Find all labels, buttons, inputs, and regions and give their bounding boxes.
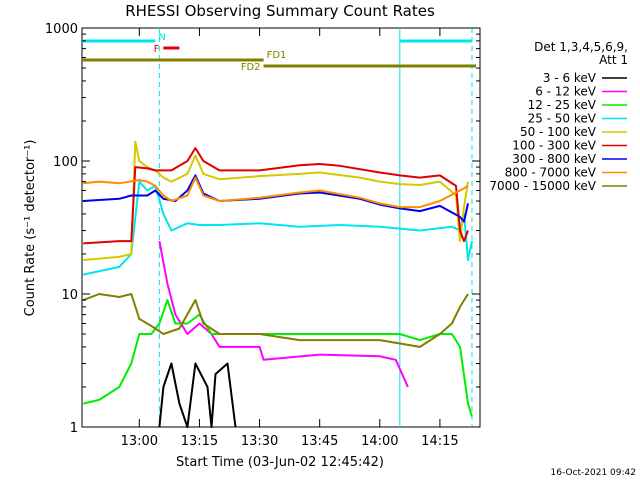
flag-label-f: F: [154, 44, 160, 55]
legend-header-line-1: Det 1,3,4,5,6,9,: [534, 40, 628, 54]
x-tick-label-13-00: 13:00: [121, 434, 158, 449]
flag-label-n: N: [158, 32, 165, 43]
legend-label-12-25-kev: 12 - 25 keV: [528, 98, 597, 112]
series-line-7000-15000-kev: [82, 293, 469, 348]
plot-frame: [81, 27, 481, 428]
y-tick-label-10: 10: [61, 288, 78, 303]
legend-label-3-6-kev: 3 - 6 keV: [543, 71, 597, 85]
series-layer: [82, 140, 473, 428]
legend-label-100-300-kev: 100 - 300 keV: [512, 139, 596, 153]
y-tick-label-1: 1: [70, 421, 78, 436]
footer-timestamp: 16-Oct-2021 09:42: [551, 468, 636, 478]
y-tick-label-1000: 1000: [45, 22, 78, 37]
series-line-50-100-kev: [83, 140, 469, 261]
boundary-lines: [158, 28, 473, 427]
chart-title: RHESSI Observing Summary Count Rates: [125, 2, 435, 20]
flag-bars: NF FD1 FD2: [82, 32, 476, 73]
x-tick-label-13-30: 13:30: [241, 434, 278, 449]
x-tick-label-14-00: 14:00: [361, 434, 398, 449]
legend-label-6-12-kev: 6 - 12 keV: [535, 85, 597, 99]
series-line-3-6-kev: [158, 362, 237, 428]
legend-label-7000-15000-kev: 7000 - 15000 keV: [489, 179, 596, 193]
legend-header-line-2: Att 1: [599, 53, 628, 67]
x-axis-label: Start Time (03-Jun-02 12:45:42): [176, 455, 384, 470]
series-line-6-12-kev: [158, 240, 409, 388]
legend-label-25-50-kev: 25 - 50 keV: [528, 112, 597, 126]
x-tick-label-14-15: 14:15: [421, 434, 458, 449]
axis-ticks: 13:00 13:15 13:30 13:45 14:00 14:15 1 10 100 1000: [45, 22, 480, 449]
x-tick-label-13-45: 13:45: [301, 434, 338, 449]
series-line-800-7000-kev: [83, 176, 469, 209]
series-line-25-50-kev: [82, 180, 473, 276]
y-axis-label: Count Rate (s⁻¹ detector⁻¹): [23, 140, 38, 317]
flag-label-fd2: FD2: [241, 62, 261, 73]
series-line-100-300-kev: [83, 147, 469, 245]
y-tick-label-100: 100: [53, 155, 78, 170]
legend-label-300-800-kev: 300 - 800 keV: [512, 152, 596, 166]
flag-label-fd1: FD1: [267, 50, 287, 61]
legend-label-800-7000-kev: 800 - 7000 keV: [505, 166, 597, 180]
x-tick-label-13-15: 13:15: [181, 434, 218, 449]
legend-label-50-100-kev: 50 - 100 keV: [520, 125, 597, 139]
